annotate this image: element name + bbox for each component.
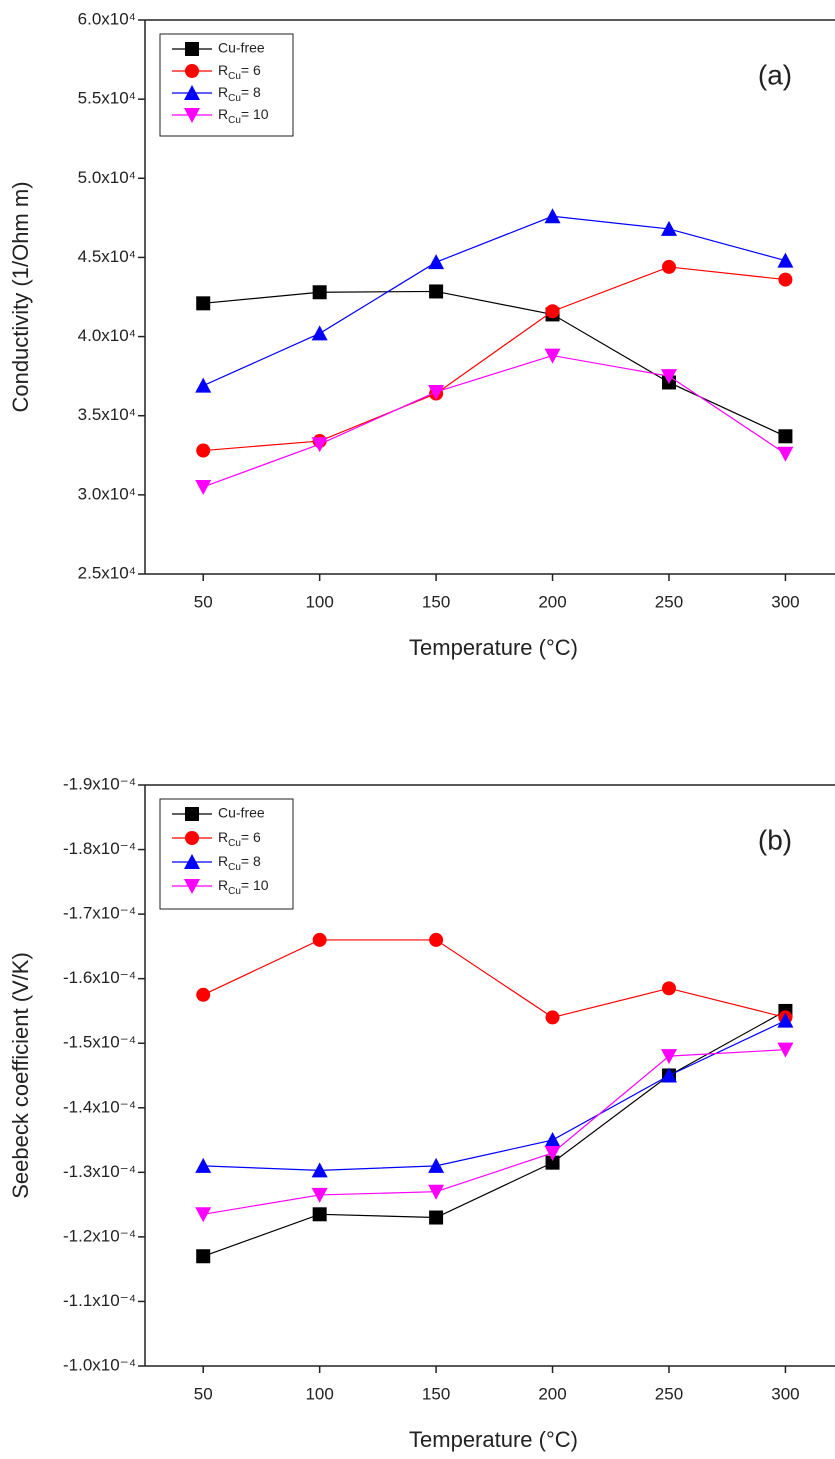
y-tick-label: 4.0x10⁴ (78, 326, 136, 345)
y-tick-label: -1.0x10⁻⁴ (63, 1355, 136, 1374)
marker (429, 284, 443, 298)
series-line (203, 940, 785, 1017)
marker (195, 1158, 211, 1173)
panel-label: (b) (758, 824, 792, 855)
y-axis-title: Conductivity (1/Ohm m) (8, 181, 33, 412)
marker (196, 444, 210, 458)
series-line (203, 291, 785, 436)
marker (196, 1249, 210, 1263)
y-tick-label: 5.0x10⁴ (78, 168, 136, 187)
y-tick-label: 5.5x10⁴ (78, 89, 136, 108)
y-axis-title: Seebeck coefficient (V/K) (8, 952, 33, 1199)
marker (777, 447, 793, 462)
marker (313, 285, 327, 299)
marker (545, 1132, 561, 1147)
marker (662, 981, 676, 995)
marker (195, 480, 211, 495)
marker (313, 933, 327, 947)
marker (196, 988, 210, 1002)
x-tick-label: 100 (305, 1384, 333, 1403)
y-tick-label: -1.6x10⁻⁴ (63, 968, 136, 987)
y-tick-label: -1.5x10⁻⁴ (63, 1033, 136, 1052)
marker (196, 296, 210, 310)
x-tick-label: 50 (194, 1384, 213, 1403)
y-tick-label: -1.9x10⁻⁴ (63, 774, 136, 793)
series-line (203, 356, 785, 487)
legend-marker (185, 64, 199, 78)
series-line (203, 216, 785, 385)
legend-label: Cu-free (218, 40, 265, 56)
legend-label: Cu-free (218, 805, 265, 821)
marker (546, 304, 560, 318)
marker (546, 1010, 560, 1024)
x-tick-label: 300 (771, 1384, 799, 1403)
x-axis-title: Temperature (°C) (409, 1427, 578, 1452)
marker (777, 253, 793, 268)
page: {"chart_data": [ {"type": "line", "panel… (0, 0, 835, 1459)
legend-marker (185, 807, 199, 821)
marker (313, 1207, 327, 1221)
marker (428, 1158, 444, 1173)
y-tick-label: 2.5x10⁴ (78, 563, 136, 582)
marker (195, 1207, 211, 1222)
x-tick-label: 250 (655, 592, 683, 611)
x-tick-label: 250 (655, 1384, 683, 1403)
y-tick-label: -1.7x10⁻⁴ (63, 904, 136, 923)
marker (195, 378, 211, 393)
marker (428, 254, 444, 269)
x-tick-label: 150 (422, 592, 450, 611)
x-tick-label: 50 (194, 592, 213, 611)
marker (429, 1211, 443, 1225)
series-line (203, 1011, 785, 1256)
y-tick-label: 3.5x10⁴ (78, 405, 136, 424)
y-tick-label: 6.0x10⁴ (78, 9, 136, 28)
x-tick-label: 200 (538, 1384, 566, 1403)
marker (312, 325, 328, 340)
marker (662, 260, 676, 274)
legend-marker (185, 42, 199, 56)
x-tick-label: 100 (305, 592, 333, 611)
marker (661, 1049, 677, 1064)
x-axis-title: Temperature (°C) (409, 635, 578, 660)
marker (429, 933, 443, 947)
y-tick-label: 4.5x10⁴ (78, 247, 136, 266)
x-tick-label: 200 (538, 592, 566, 611)
y-tick-label: -1.1x10⁻⁴ (63, 1291, 136, 1310)
x-tick-label: 300 (771, 592, 799, 611)
legend-marker (185, 831, 199, 845)
marker (778, 429, 792, 443)
marker (545, 208, 561, 223)
figure: 2.5x10⁴ 3.0x10⁴ 3.5x10⁴ 4.0x10⁴ 4.5x10⁴ 5.0x1… (0, 0, 835, 1459)
marker (778, 273, 792, 287)
y-tick-label: -1.4x10⁻⁴ (63, 1097, 136, 1116)
y-tick-label: -1.2x10⁻⁴ (63, 1226, 136, 1245)
y-tick-label: -1.3x10⁻⁴ (63, 1162, 136, 1181)
panel-label: (a) (758, 59, 792, 90)
y-tick-label: 3.0x10⁴ (78, 484, 136, 503)
series-line (203, 1021, 785, 1171)
x-tick-label: 150 (422, 1384, 450, 1403)
y-tick-label: -1.8x10⁻⁴ (63, 839, 136, 858)
